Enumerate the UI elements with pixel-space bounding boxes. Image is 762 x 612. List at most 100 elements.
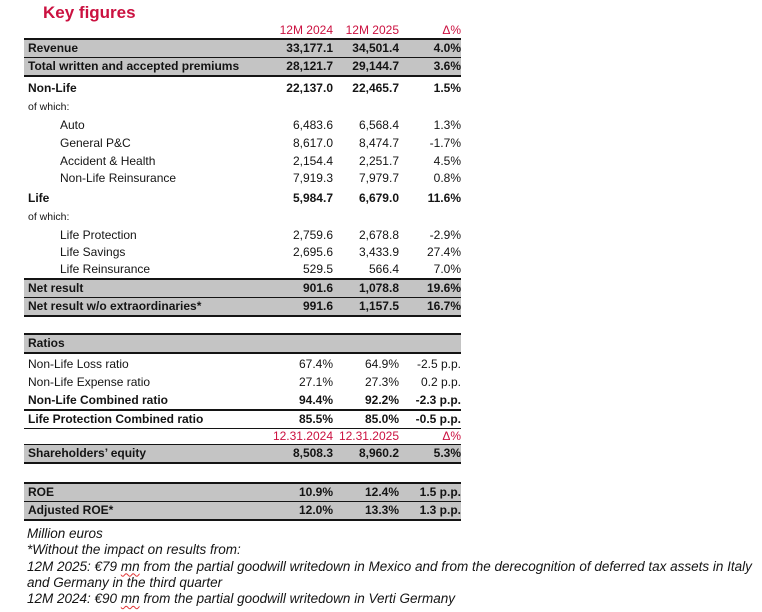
- footnote-2024: 12M 2024: €90 mn from the partial goodwi…: [27, 591, 754, 607]
- value-2024: 85.5%: [298, 412, 333, 426]
- value-2025: 6,679.0: [358, 191, 399, 205]
- value-2024: 22,137.0: [286, 81, 333, 95]
- table-row-non-life: Non-Life 22,137.0 22,465.7 1.5%: [24, 80, 461, 97]
- value-2024: 94.4%: [298, 393, 333, 407]
- value-delta: 16.7%: [426, 299, 461, 313]
- value-2025: 64.9%: [364, 357, 399, 371]
- value-delta: 11.6%: [427, 191, 461, 205]
- period-header-row: 12M 2024 12M 2025 Δ%: [24, 22, 461, 38]
- row-label: Non-Life: [28, 81, 77, 95]
- footnote-text: *Without the impact on results from:: [27, 542, 241, 558]
- value-2024: 2,695.6: [292, 245, 333, 259]
- value-delta: 4.5%: [433, 154, 461, 168]
- value-delta: 1.5%: [433, 81, 461, 95]
- value-delta: -2.3 p.p.: [415, 393, 461, 407]
- value-2024: 8,508.3: [292, 446, 333, 460]
- value-2024: 27.1%: [298, 375, 333, 389]
- table-row-shareholders-equity: Shareholders’ equity 8,508.3 8,960.2 5.3…: [24, 445, 461, 464]
- value-2025: 92.2%: [364, 393, 399, 407]
- table-row-life-reinsurance: Life Reinsurance 529.5 566.4 7.0%: [24, 261, 461, 278]
- page-title: Key figures: [43, 3, 136, 22]
- table-row-life-protection-combined-ratio: Life Protection Combined ratio 85.5% 85.…: [24, 411, 461, 429]
- row-label: Adjusted ROE*: [28, 503, 114, 517]
- value-delta: 0.2 p.p.: [420, 375, 461, 389]
- section-gap: [24, 464, 461, 482]
- value-2025: 3,433.9: [358, 245, 399, 259]
- value-2025: 566.4: [368, 262, 399, 276]
- row-label: Net result: [28, 281, 84, 295]
- value-2025: 8,474.7: [358, 136, 399, 150]
- row-label: Life Protection Combined ratio: [28, 412, 204, 426]
- value-2024: 2,154.4: [292, 154, 333, 168]
- value-2025: 12.4%: [364, 485, 399, 499]
- section-gap: [24, 317, 461, 333]
- value-2025: 7,979.7: [358, 171, 399, 185]
- row-label: General P&C: [60, 136, 131, 150]
- value-2024: 5,984.7: [292, 191, 333, 205]
- table-row-life-protection: Life Protection 2,759.6 2,678.8 -2.9%: [24, 227, 461, 244]
- row-label: Life Savings: [60, 245, 126, 259]
- row-label: Non-Life Loss ratio: [28, 357, 129, 371]
- table-row-roe: ROE 10.9% 12.4% 1.5 p.p.: [24, 482, 461, 502]
- value-delta: 5.3%: [433, 446, 461, 460]
- row-label: Life Protection: [60, 228, 137, 242]
- value-2025: 29,144.7: [352, 59, 399, 73]
- footnote-impact: *Without the impact on results from:: [27, 542, 754, 558]
- row-label: Non-Life Expense ratio: [28, 375, 151, 389]
- value-2025: 1,157.5: [358, 299, 399, 313]
- row-label: Non-Life Reinsurance: [60, 171, 177, 185]
- value-delta: -0.5 p.p.: [415, 412, 461, 426]
- value-2025: 2,678.8: [358, 228, 399, 242]
- table-row-of-which-nonlife: of which:: [24, 101, 461, 114]
- value-2024: 529.5: [302, 262, 333, 276]
- value-delta: 7.0%: [433, 262, 461, 276]
- value-delta: -1.7%: [429, 136, 461, 150]
- row-label: Auto: [60, 118, 85, 132]
- key-figures-table: 12M 2024 12M 2025 Δ% Revenue 33,177.1 34…: [24, 22, 461, 521]
- footnote-text: 12M 2024: €90: [27, 591, 121, 607]
- value-2024: 2,759.6: [292, 228, 333, 242]
- footnote-text: from the partial goodwill writedown in M…: [27, 558, 752, 590]
- footnote-unit: Million euros: [27, 526, 754, 542]
- value-delta: -2.5 p.p.: [416, 357, 461, 371]
- column-header-12m-2024: 12M 2024: [279, 22, 333, 37]
- table-row-net-result: Net result 901.6 1,078.8 19.6%: [24, 278, 461, 298]
- row-label: of which:: [28, 101, 70, 113]
- value-2024: 8,617.0: [292, 136, 333, 150]
- footnote-text: from the partial goodwill writedown in V…: [139, 591, 455, 607]
- value-2025: 6,568.4: [358, 118, 399, 132]
- value-2025: 34,501.4: [352, 41, 399, 55]
- value-2024: 33,177.1: [286, 41, 333, 55]
- row-label: Revenue: [28, 41, 79, 55]
- row-label: Non-Life Combined ratio: [28, 393, 168, 407]
- spellcheck-word: mn: [120, 558, 140, 574]
- column-header-12-31-2024: 12.31.2024: [272, 429, 333, 443]
- value-2025: 22,465.7: [352, 81, 399, 95]
- table-row-of-which-life: of which:: [24, 211, 461, 224]
- table-row-nonlife-reinsurance: Non-Life Reinsurance 7,919.3 7,979.7 0.8…: [24, 170, 461, 187]
- table-row-total-premiums: Total written and accepted premiums 28,1…: [24, 58, 461, 77]
- value-delta: 19.6%: [426, 281, 461, 295]
- value-delta: 4.0%: [433, 41, 461, 55]
- column-header-12-31-2025: 12.31.2025: [338, 429, 399, 443]
- column-header-delta: Δ%: [442, 429, 461, 443]
- row-label: Net result w/o extraordinaries*: [28, 299, 202, 313]
- value-delta: -2.9%: [429, 228, 461, 242]
- value-2025: 2,251.7: [358, 154, 399, 168]
- balance-date-header-row: 12.31.2024 12.31.2025 Δ%: [24, 429, 461, 445]
- value-2025: 13.3%: [364, 503, 399, 517]
- value-2024: 28,121.7: [286, 59, 333, 73]
- row-label: Accident & Health: [60, 154, 156, 168]
- footnote-text: 12M 2025: €79: [27, 558, 121, 574]
- value-2025: 27.3%: [364, 375, 399, 389]
- value-2024: 12.0%: [298, 503, 333, 517]
- table-row-adjusted-roe: Adjusted ROE* 12.0% 13.3% 1.3 p.p.: [24, 502, 461, 521]
- value-2024: 6,483.6: [292, 118, 333, 132]
- footnote-2025: 12M 2025: €79 mn from the partial goodwi…: [27, 559, 754, 592]
- table-row-accident-health: Accident & Health 2,154.4 2,251.7 4.5%: [24, 153, 461, 170]
- table-row-net-result-wo-extraordinaries: Net result w/o extraordinaries* 991.6 1,…: [24, 298, 461, 317]
- value-2024: 901.6: [302, 281, 333, 295]
- table-row-life-savings: Life Savings 2,695.6 3,433.9 27.4%: [24, 244, 461, 261]
- column-header-delta: Δ%: [442, 22, 461, 37]
